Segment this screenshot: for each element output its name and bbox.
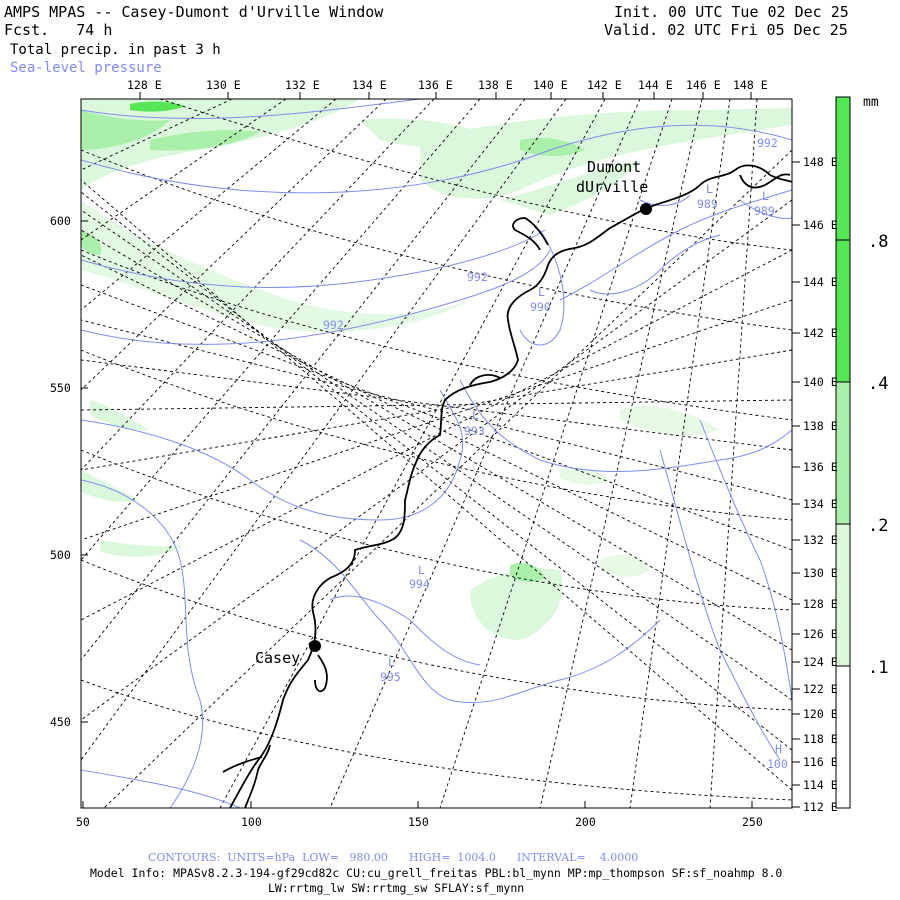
coastline [222,164,792,808]
right-axis-label: 136 E [803,460,838,474]
contour-info: CONTOURS: UNITS=hPa LOW= 980.00 HIGH= 10… [148,851,639,864]
top-axis-label: 142 E [587,78,622,92]
bottom-axis-label: 200 [575,815,596,829]
right-axis-label: 144 E [803,275,838,289]
contour-label: 995 [380,670,401,684]
right-axis-label: 114 E [803,778,838,792]
contour-label: 992 [757,136,778,150]
right-axis-label: 116 E [803,755,838,769]
right-axis-label: 148 E [803,155,838,169]
station-label-durville: dUrville [576,178,649,196]
valid-time: Valid. 02 UTC Fri 05 Dec 25 [604,21,848,39]
right-axis-label: 128 E [803,597,838,611]
init-time: Init. 00 UTC Tue 02 Dec 25 [614,3,849,21]
right-axis-label: 132 E [803,533,838,547]
pressure-center-low: L [472,408,479,422]
top-axis-label: 144 E [638,78,673,92]
contour-label: 993 [464,424,485,438]
pressure-center-low: L [538,285,545,299]
contour-label: 992 [467,270,488,284]
station-label-casey: Casey [255,649,301,667]
contour-label: 989 [754,204,775,218]
top-axis-label: 140 E [533,78,568,92]
colorbar-label: .4 [868,374,889,394]
model-info: Model Info: MPASv8.2.3-194-gf29cd82c CU:… [90,866,783,880]
right-axis-ticks [792,161,800,808]
colorbar-segment-08 [836,240,850,382]
colorbar-label: .1 [868,658,889,678]
top-axis-label: 146 E [686,78,721,92]
station-dumont-durville-marker[interactable] [640,203,652,215]
top-axis-ticks [139,92,752,99]
top-axis-label: 130 E [206,78,241,92]
colorbar-label: .8 [868,232,889,252]
station-label-dumont: Dumont [587,158,642,176]
colorbar-label: .2 [868,516,889,536]
pressure-center-high: H [775,742,782,756]
right-axis-label: 126 E [803,627,838,641]
contour-label: 994 [409,577,430,591]
bottom-axis-label: 50 [76,815,90,829]
colorbar-segment-04 [836,382,850,524]
colorbar [835,96,851,809]
colorbar-segment-heavy [836,97,850,240]
pressure-contours [81,99,792,808]
colorbar-segment-02 [836,524,850,666]
left-axis-label: 550 [50,381,71,395]
bottom-axis-label: 150 [408,815,429,829]
top-axis-label: 136 E [418,78,453,92]
right-axis-label: 146 E [803,218,838,232]
right-axis-label: 130 E [803,566,838,580]
contour-label: 989 [697,197,718,211]
right-axis-label: 142 E [803,326,838,340]
top-axis-label: 148 E [733,78,768,92]
forecast-hour: Fcst. 74 h [4,21,113,39]
right-axis-label: 122 E [803,682,838,696]
bottom-axis-label: 100 [241,815,262,829]
graticule [81,99,792,808]
left-axis-label: 600 [50,214,71,228]
map-border [80,98,793,809]
axis-ticks [81,220,753,808]
top-axis-label: 138 E [478,78,513,92]
bottom-axis-label: 250 [742,815,763,829]
top-axis-label: 128 E [127,78,162,92]
contour-label: 100 [767,757,788,771]
field-name: Total precip. in past 3 h [10,42,221,58]
contour-label: 992 [323,318,344,332]
top-axis-label: 134 E [352,78,387,92]
top-axis-label: 132 E [285,78,320,92]
station-casey-marker[interactable] [309,640,321,652]
pressure-center-low: L [418,563,425,577]
right-axis-label: 124 E [803,655,838,669]
pressure-center-low: L [762,189,769,203]
colorbar-unit: mm [863,95,879,110]
right-axis-label: 120 E [803,707,838,721]
right-axis-label: 118 E [803,732,838,746]
pressure-center-low: L [388,655,395,669]
left-axis-label: 450 [50,715,71,729]
contour-label: 990 [530,300,551,314]
right-axis-label: 134 E [803,497,838,511]
map-title: AMPS MPAS -- Casey-Dumont d'Urville Wind… [4,3,384,21]
pressure-center-low: L [706,182,713,196]
contour-field-name: Sea-level pressure [10,60,162,76]
model-info-2: LW:rrtmg_lw SW:rrtmg_sw SFLAY:sf_mynn [268,881,525,895]
right-axis-label: 140 E [803,375,838,389]
left-axis-label: 500 [50,548,71,562]
right-axis-label: 138 E [803,419,838,433]
colorbar-segment-01 [836,666,850,808]
right-axis-label: 112 E [803,800,838,814]
